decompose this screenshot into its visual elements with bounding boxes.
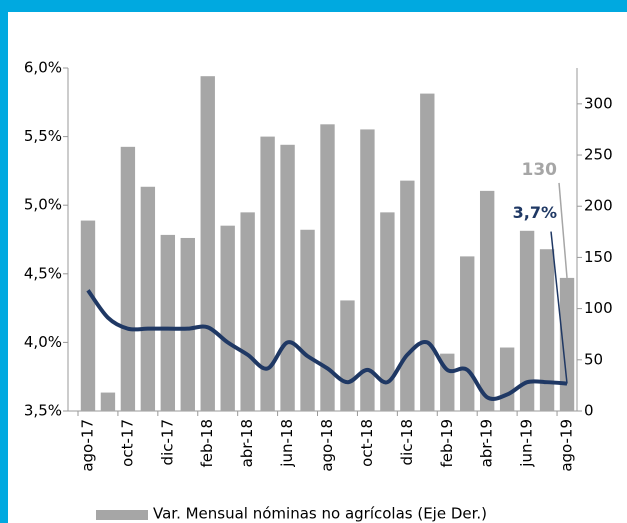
y2-tick-label: 50	[584, 350, 603, 368]
legend-swatch	[96, 510, 148, 520]
x-tick-label: jun-18	[278, 419, 296, 468]
frame-left	[0, 0, 8, 523]
y-tick-label: 5,5%	[24, 127, 62, 145]
y2-tick-label: 150	[584, 248, 613, 266]
bar	[100, 392, 116, 411]
bar	[160, 234, 176, 411]
bar	[240, 212, 255, 411]
x-tick-label: ago-19	[558, 419, 576, 472]
x-tick-label: jun-19	[518, 419, 536, 468]
bar	[300, 229, 315, 411]
y2-tick-label: 100	[584, 299, 613, 317]
line-value-label: 3,7%	[513, 203, 557, 222]
bar	[539, 249, 555, 411]
x-tick-label: oct-18	[358, 419, 376, 467]
bar	[420, 93, 435, 411]
bar	[360, 129, 375, 411]
y2-tick-label: 0	[584, 402, 594, 420]
y-tick-label: 4,0%	[24, 333, 62, 351]
bar	[280, 144, 295, 411]
y2-tick-label: 250	[584, 146, 613, 164]
bar	[460, 256, 475, 411]
y-tick-label: 3,5%	[24, 402, 62, 420]
bar	[519, 230, 535, 411]
legend-label: Var. Mensual nóminas no agrícolas (Eje D…	[153, 505, 487, 523]
bar	[559, 277, 575, 411]
y-tick-label: 4,5%	[24, 264, 62, 282]
x-tick-label: feb-19	[438, 419, 456, 468]
x-tick-label: abr-18	[238, 419, 256, 467]
bar	[120, 146, 136, 411]
line	[86, 289, 568, 401]
bar	[140, 186, 156, 411]
x-tick-label: dic-17	[158, 419, 176, 465]
annotation-leader	[558, 182, 568, 278]
x-tick-label: oct-17	[118, 419, 136, 467]
x-tick-label: ago-18	[318, 419, 336, 472]
x-tick-label: ago-17	[78, 419, 96, 472]
x-tick-label: dic-18	[398, 419, 416, 465]
bar	[340, 300, 355, 411]
bar	[180, 237, 195, 411]
annotation-leader	[550, 231, 568, 384]
bar	[80, 220, 96, 411]
x-tick-label: abr-19	[478, 419, 496, 467]
bar	[260, 136, 275, 411]
bar	[380, 212, 395, 411]
bar-value-label: 130	[522, 160, 558, 180]
bar	[320, 124, 335, 412]
bar	[400, 180, 415, 411]
bar	[499, 347, 515, 411]
bar	[479, 190, 495, 411]
x-tick-label: feb-18	[198, 419, 216, 468]
y-tick-label: 6,0%	[24, 59, 62, 77]
y2-tick-label: 300	[584, 94, 613, 112]
frame-top	[0, 0, 627, 12]
y2-tick-label: 200	[584, 197, 613, 215]
y-tick-label: 5,0%	[24, 196, 62, 214]
bar	[220, 225, 235, 411]
bar	[200, 76, 215, 412]
